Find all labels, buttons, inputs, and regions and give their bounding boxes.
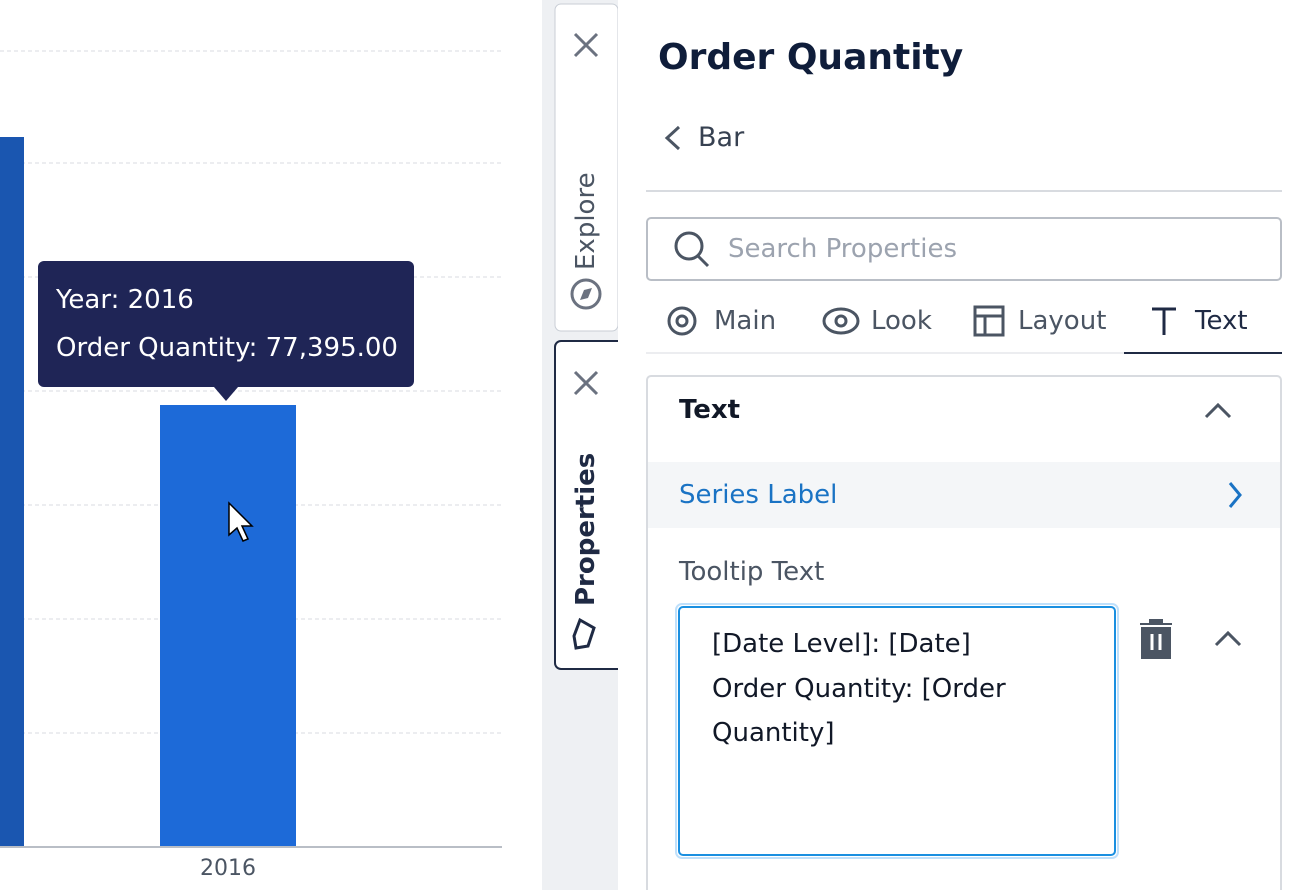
text-line: Order Quantity: [Order Quantity] [712, 673, 1006, 749]
tab[interactable]: Main [714, 306, 777, 336]
x-tick-label: 2016 [200, 856, 256, 881]
delete-icon[interactable] [1140, 619, 1172, 659]
collapse-field-icon[interactable] [1214, 630, 1242, 647]
breadcrumb[interactable]: Bar [698, 122, 745, 153]
search-placeholder: Search Properties [728, 234, 957, 264]
section-title: Text [679, 395, 741, 425]
bar[interactable] [0, 137, 24, 847]
series-label[interactable]: Series Label [679, 480, 838, 510]
layout-icon [973, 305, 1005, 337]
search-box[interactable] [646, 217, 1282, 281]
look-icon [834, 314, 848, 328]
side-tab-label[interactable]: Explore [571, 172, 601, 270]
field-label: Tooltip Text [679, 557, 825, 587]
properties-icon [572, 617, 596, 650]
textarea-content: [Date Level]: [Date] Order Quantity: [Or… [712, 622, 1042, 756]
side-tab-label[interactable]: Properties [571, 452, 601, 606]
tooltip-line: Order Quantity: 77,395.00 [56, 333, 398, 363]
tooltip-line: Year: 2016 [56, 285, 194, 315]
bar[interactable] [160, 405, 296, 847]
tab[interactable]: Look [871, 306, 932, 336]
look-icon [822, 307, 860, 335]
main-icon [667, 306, 697, 336]
text-icon [1152, 307, 1176, 335]
focus-ring [675, 603, 1119, 859]
close-icons[interactable] [573, 32, 599, 396]
layout-icon [975, 314, 1003, 335]
cursor [228, 501, 254, 542]
explore-tab[interactable] [554, 3, 619, 332]
tab[interactable]: Text [1195, 306, 1248, 336]
main-icon [675, 314, 689, 328]
search-icon [696, 254, 710, 268]
back-icon[interactable] [664, 125, 681, 151]
series-label-row[interactable] [648, 462, 1280, 528]
search-icon [674, 231, 704, 261]
tab[interactable]: Layout [1018, 306, 1107, 336]
explore-icon [570, 278, 602, 310]
collapse-icon[interactable] [1204, 402, 1232, 419]
tooltip [38, 261, 414, 387]
textarea[interactable] [678, 606, 1116, 856]
panel-title: Order Quantity [658, 37, 964, 78]
chevron-right [1228, 482, 1242, 508]
delete-icon [1150, 634, 1162, 650]
text-line: [Date Level]: [Date] [712, 629, 971, 659]
explore-icon [580, 288, 592, 300]
tooltip-arrow [214, 387, 238, 401]
